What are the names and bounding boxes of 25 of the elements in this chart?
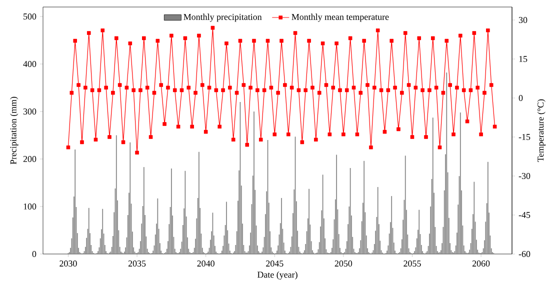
x-axis-title: Date (year): [257, 271, 298, 280]
y2-axis-title: Temperature (°C): [537, 99, 546, 162]
x-tick-label: 2030: [60, 260, 77, 267]
x-tick-label: 2060: [472, 260, 490, 267]
x-tick-label: 2050: [334, 260, 352, 267]
y2-tick-label: 30: [518, 16, 528, 24]
y2-tick-label: -45: [518, 212, 530, 218]
y-tick-label: 200: [23, 156, 36, 162]
y-tick-label: 400: [23, 60, 36, 68]
legend-label: Monthly precipitation: [184, 14, 262, 22]
y-tick-label: 0: [32, 250, 36, 258]
x-tick-label: 2045: [266, 260, 284, 267]
x-tick-label: 2055: [404, 260, 421, 267]
y2-tick-label: -30: [518, 172, 530, 180]
y2-tick-label: 15: [519, 56, 528, 62]
y-tick-label: 300: [23, 108, 36, 115]
y2-tick-label: 0: [518, 94, 523, 102]
legend-label: Monthly mean temperature: [292, 14, 389, 22]
y-tick-label: 100: [24, 203, 36, 210]
x-tick-label: 2040: [197, 260, 214, 267]
y2-tick-label: -60: [518, 250, 530, 258]
y2-tick-label: -15: [518, 134, 530, 140]
x-tick-label: 2035: [128, 260, 146, 267]
y-tick-label: 500: [24, 13, 36, 20]
y-axis-title: Precipitation (mm): [10, 96, 18, 164]
